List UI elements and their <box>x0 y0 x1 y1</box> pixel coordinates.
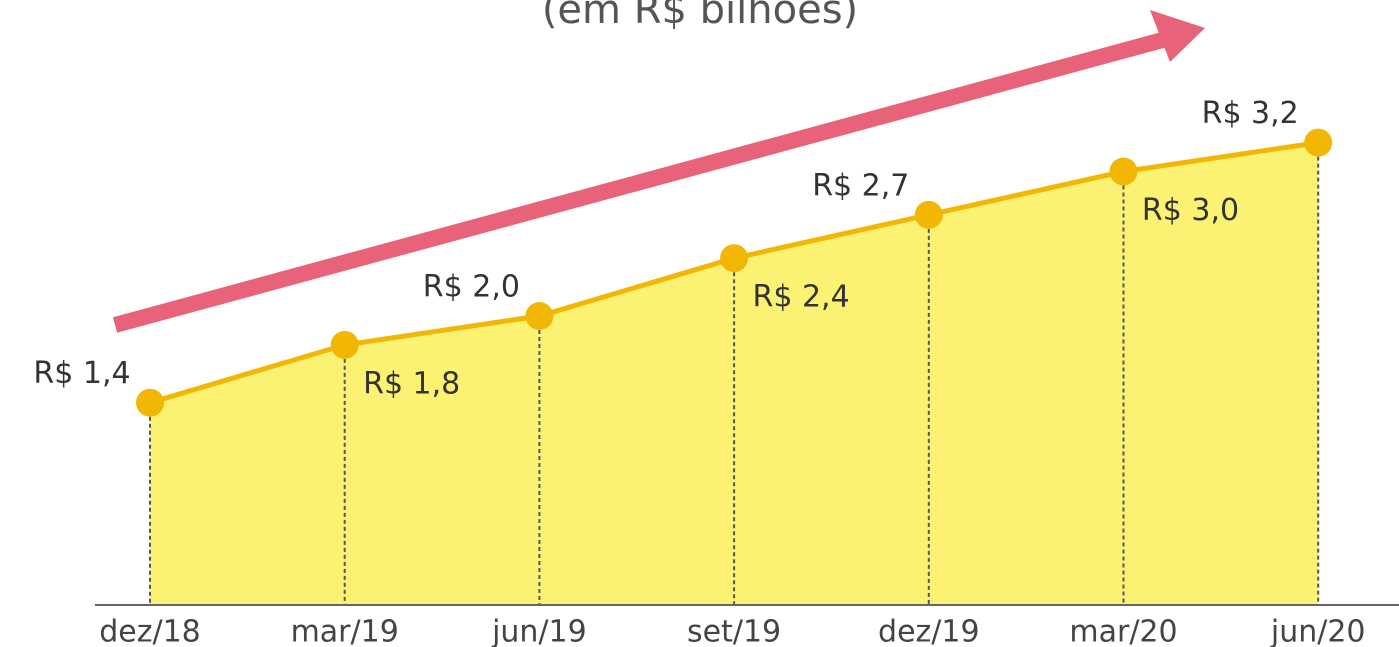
point <box>330 330 359 359</box>
point <box>1109 157 1138 186</box>
point <box>1304 128 1333 157</box>
value-label: R$ 2,4 <box>753 280 850 315</box>
x-tick-label: jun/19 <box>491 615 587 647</box>
value-label: R$ 1,4 <box>33 356 130 391</box>
point <box>525 302 554 330</box>
trend-arrow <box>112 30 1173 333</box>
value-label: R$ 2,0 <box>423 270 520 305</box>
x-tick-label: mar/19 <box>291 615 399 647</box>
x-tick-label: jun/20 <box>1270 615 1366 647</box>
value-label: R$ 3,2 <box>1202 96 1299 131</box>
point <box>914 200 943 229</box>
chart-subtitle: (em R$ bilhoes) <box>542 0 858 33</box>
point <box>720 244 749 273</box>
x-tick-label: set/19 <box>687 615 781 647</box>
x-tick-label: dez/19 <box>878 615 980 647</box>
value-label: R$ 2,7 <box>812 168 909 203</box>
point <box>136 388 164 417</box>
value-label: R$ 1,8 <box>363 366 460 401</box>
x-tick-label: dez/18 <box>99 615 201 647</box>
x-tick-label: mar/20 <box>1069 615 1177 647</box>
trend-arrow-head <box>1150 10 1205 62</box>
value-label: R$ 3,0 <box>1142 193 1239 228</box>
